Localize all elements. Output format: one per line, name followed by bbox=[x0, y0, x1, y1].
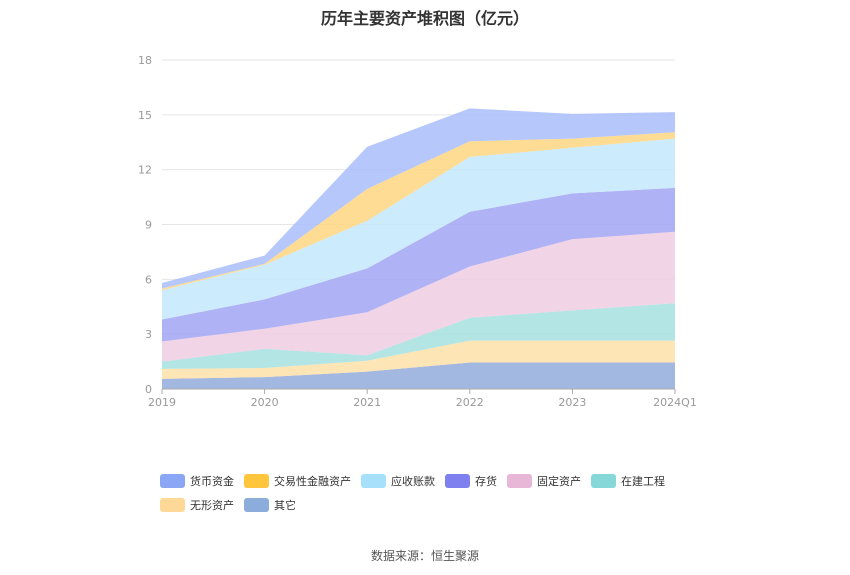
legend-item[interactable]: 无形资产 bbox=[160, 496, 234, 514]
legend-swatch bbox=[244, 498, 269, 512]
legend-item[interactable]: 应收账款 bbox=[361, 472, 435, 490]
x-tick-label: 2019 bbox=[148, 396, 176, 409]
legend-label: 其它 bbox=[274, 499, 296, 512]
legend-item[interactable]: 存货 bbox=[445, 472, 497, 490]
y-tick-label: 12 bbox=[138, 164, 152, 177]
legend-label: 货币资金 bbox=[190, 475, 234, 488]
axes: 0 3 6 9 12 15 18 2019 2020 2021 2022 2023 2024Q1 bbox=[138, 54, 697, 409]
x-tick-label: 2020 bbox=[251, 396, 279, 409]
x-tick-label: 2023 bbox=[558, 396, 586, 409]
x-tick-label: 2021 bbox=[353, 396, 381, 409]
legend-item[interactable]: 在建工程 bbox=[591, 472, 665, 490]
area-series-在建工程 bbox=[162, 303, 675, 369]
y-tick-label: 15 bbox=[138, 109, 152, 122]
legend-label: 在建工程 bbox=[621, 475, 665, 488]
legend: 货币资金 交易性金融资产 应收账款 存货 固定资产 在建工程无形资产 其它 bbox=[160, 472, 720, 520]
legend-swatch bbox=[445, 474, 470, 488]
legend-label: 存货 bbox=[475, 475, 497, 488]
x-tick-label: 2022 bbox=[456, 396, 484, 409]
y-tick-label: 3 bbox=[145, 328, 152, 341]
area-series-交易性金融资产 bbox=[162, 132, 675, 291]
data-source: 数据来源：恒生聚源 bbox=[370, 549, 479, 563]
legend-label: 应收账款 bbox=[391, 475, 435, 488]
legend-swatch bbox=[591, 474, 616, 488]
legend-label: 固定资产 bbox=[537, 475, 581, 488]
area-series-固定资产 bbox=[162, 231, 675, 362]
legend-swatch bbox=[160, 498, 185, 512]
legend-swatch bbox=[361, 474, 386, 488]
legend-label: 交易性金融资产 bbox=[274, 475, 351, 488]
x-tick-label: 2024Q1 bbox=[653, 396, 697, 409]
y-tick-label: 6 bbox=[145, 273, 152, 286]
area-series-存货 bbox=[162, 187, 675, 342]
legend-item[interactable]: 固定资产 bbox=[507, 472, 581, 490]
area-series-货币资金 bbox=[162, 108, 675, 289]
chart-title: 历年主要资产堆积图（亿元） bbox=[320, 9, 529, 28]
y-tick-label: 9 bbox=[145, 219, 152, 232]
area-series-应收账款 bbox=[162, 138, 675, 320]
area-series-其它 bbox=[162, 362, 675, 389]
y-tick-label: 0 bbox=[145, 383, 152, 396]
legend-item[interactable]: 交易性金融资产 bbox=[244, 472, 351, 490]
area-series bbox=[162, 108, 675, 389]
legend-item[interactable]: 其它 bbox=[244, 496, 296, 514]
y-tick-label: 18 bbox=[138, 54, 152, 67]
legend-swatch bbox=[160, 474, 185, 488]
area-series-无形资产 bbox=[162, 340, 675, 379]
legend-swatch bbox=[244, 474, 269, 488]
legend-swatch bbox=[507, 474, 532, 488]
legend-label: 无形资产 bbox=[190, 499, 234, 512]
legend-item[interactable]: 货币资金 bbox=[160, 472, 234, 490]
